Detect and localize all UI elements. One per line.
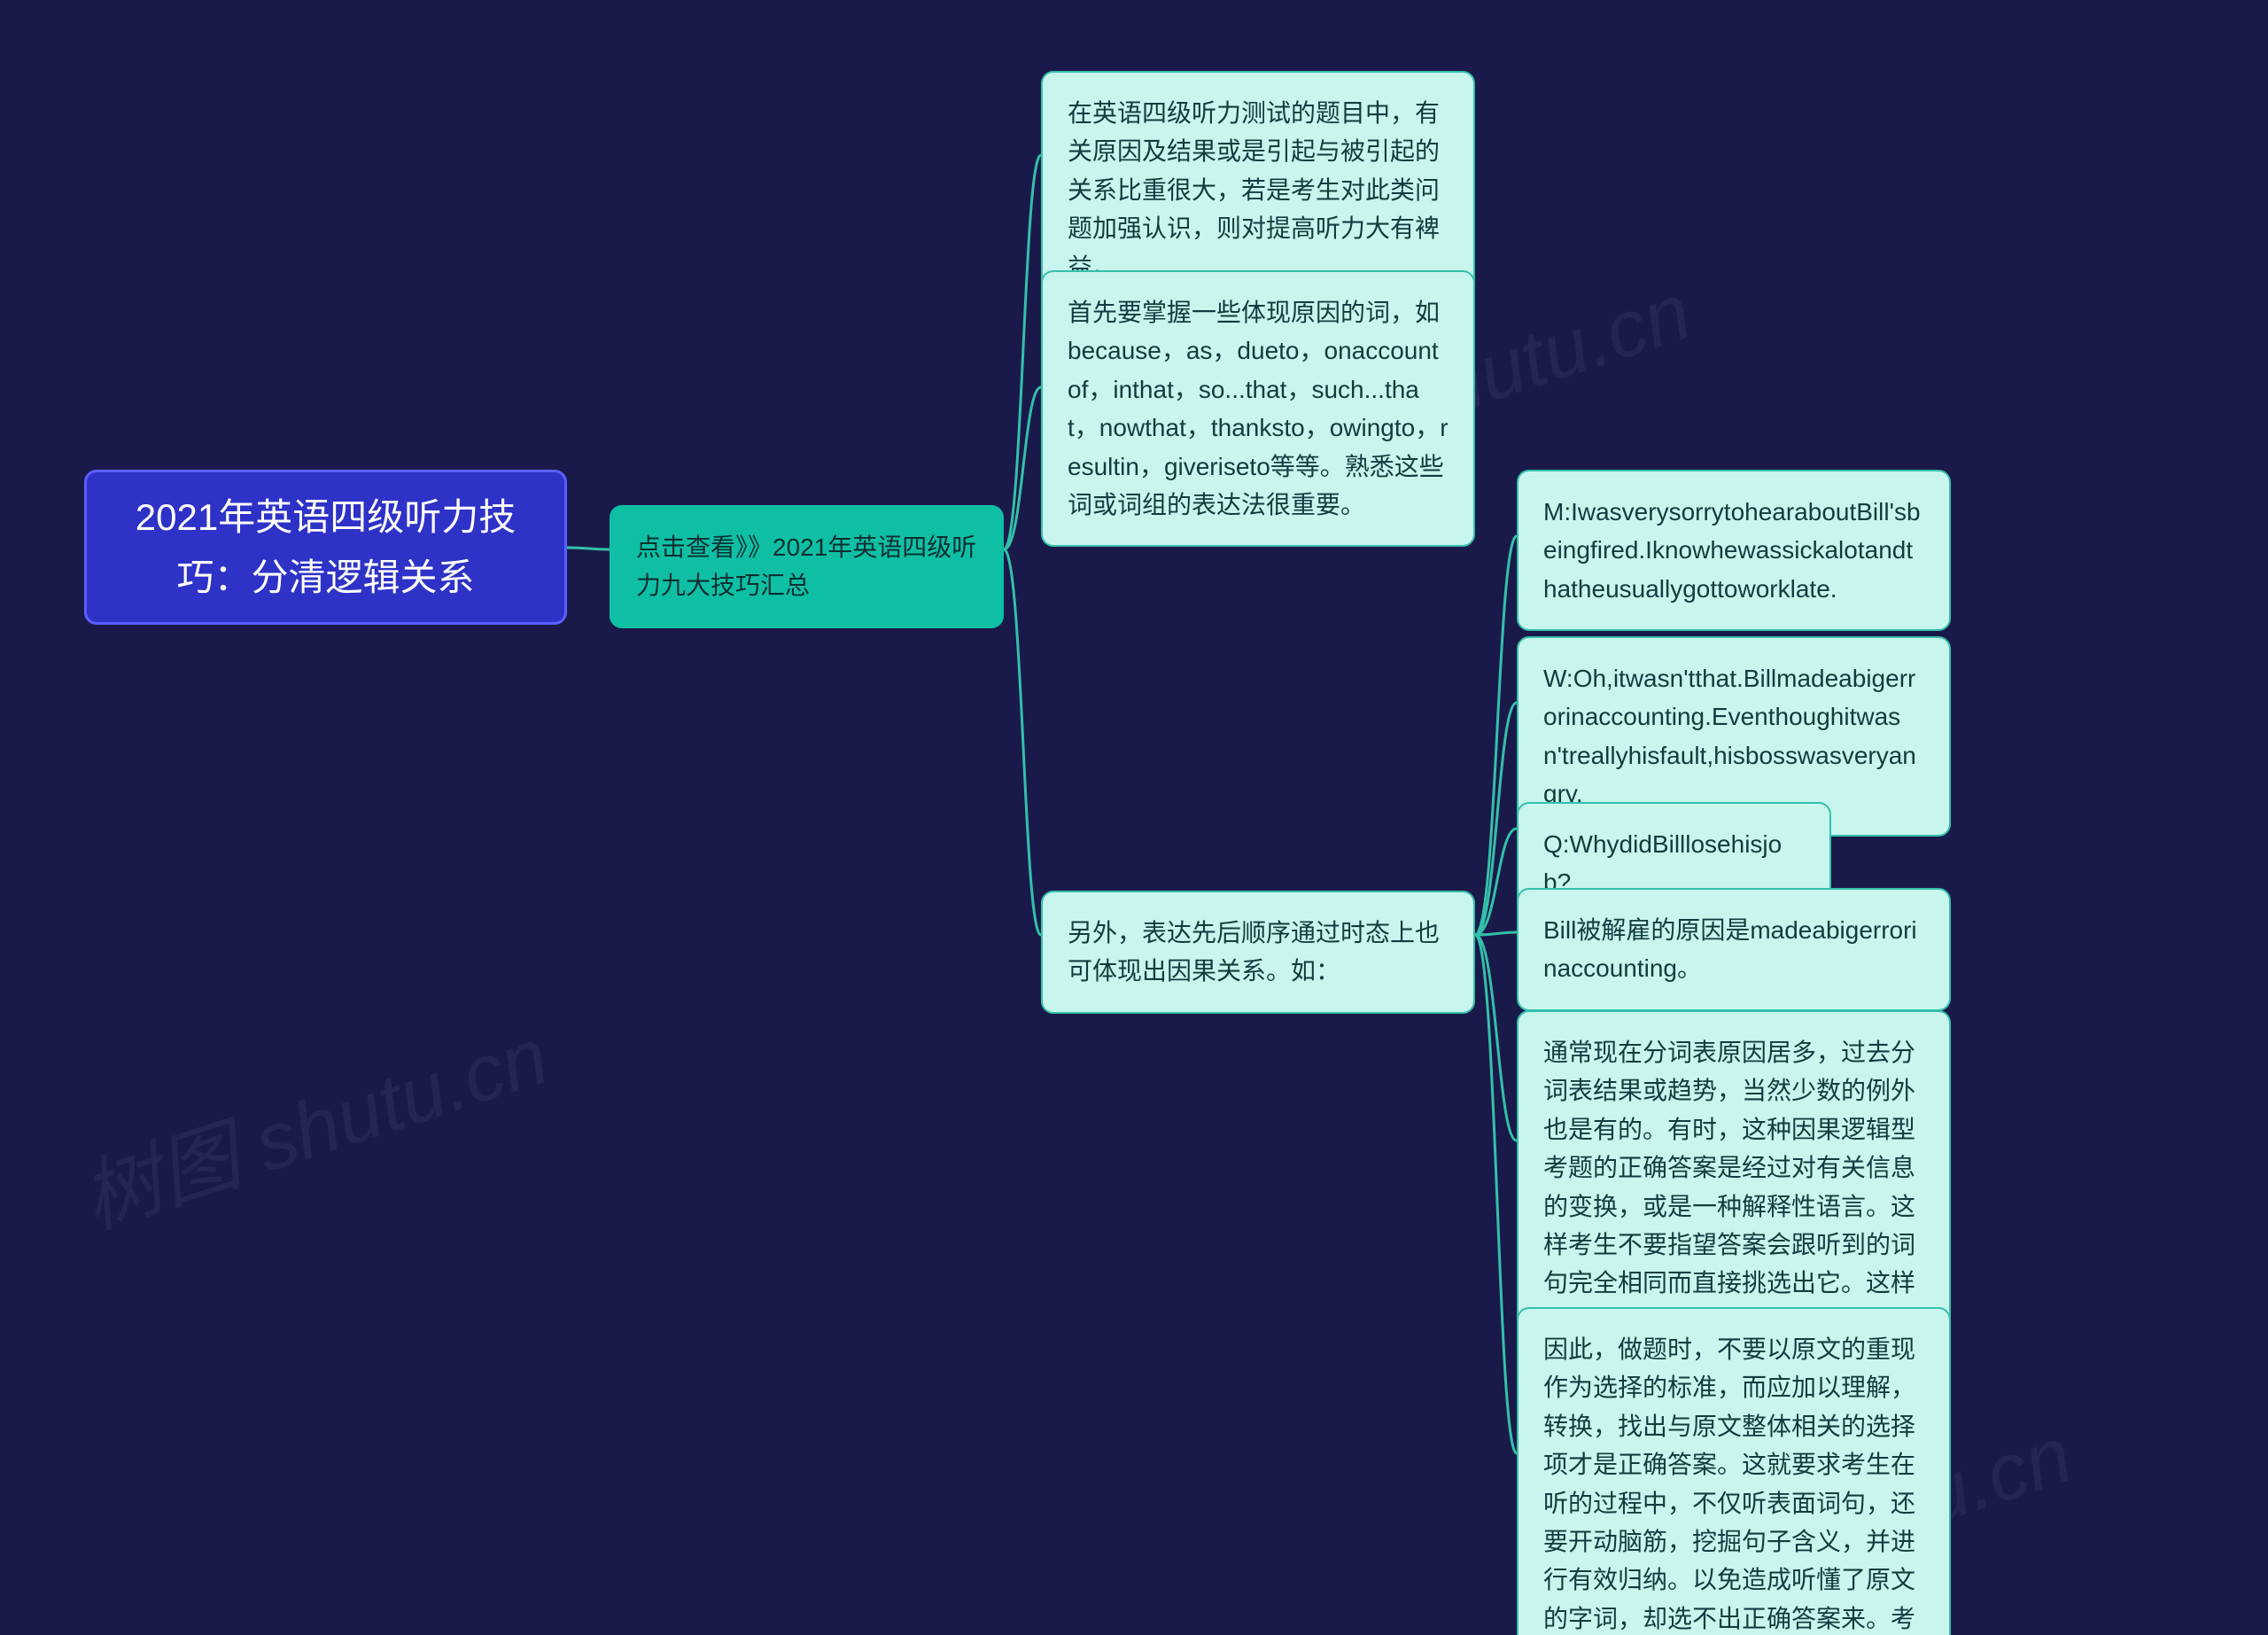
leaf-text: W:Oh,itwasn'tthat.Billmadeabigerrorinacc… xyxy=(1543,665,1916,807)
leaf-node[interactable]: M:IwasverysorrytohearaboutBill'sbeingfir… xyxy=(1517,470,1951,631)
mindmap-canvas: 树图 shutu.cn 树图 shutu.cn 树图 shutu.cn 2021… xyxy=(0,0,2268,1635)
root-node[interactable]: 2021年英语四级听力技巧：分清逻辑关系 xyxy=(84,470,567,625)
watermark: 树图 shutu.cn xyxy=(65,992,560,1250)
leaf-text: 因此，做题时，不要以原文的重现作为选择的标准，而应加以理解，转换，找出与原文整体… xyxy=(1543,1335,1915,1635)
leaf-node[interactable]: 另外，表达先后顺序通过时态上也可体现出因果关系。如： xyxy=(1041,891,1475,1014)
leaf-text: M:IwasverysorrytohearaboutBill'sbeingfir… xyxy=(1543,498,1921,603)
leaf-text: 在英语四级听力测试的题目中，有关原因及结果或是引起与被引起的关系比重很大，若是考… xyxy=(1068,99,1440,281)
leaf-node[interactable]: 因此，做题时，不要以原文的重现作为选择的标准，而应加以理解，转换，找出与原文整体… xyxy=(1517,1307,1951,1635)
leaf-node[interactable]: 首先要掌握一些体现原因的词，如because，as，dueto，onaccoun… xyxy=(1041,270,1475,547)
branch-label: 点击查看》》2021年英语四级听力九大技巧汇总 xyxy=(636,533,976,599)
leaf-text: 首先要掌握一些体现原因的词，如because，as，dueto，onaccoun… xyxy=(1068,299,1449,518)
leaf-text: 另外，表达先后顺序通过时态上也可体现出因果关系。如： xyxy=(1068,919,1440,985)
leaf-text: Bill被解雇的原因是madeabigerrorinaccounting。 xyxy=(1543,916,1917,982)
leaf-text: 通常现在分词表原因居多，过去分词表结果或趋势，当然少数的例外也是有的。有时，这种… xyxy=(1543,1039,1915,1335)
leaf-text: Q:WhydidBilllosehisjob? xyxy=(1543,830,1782,896)
branch-node-summary[interactable]: 点击查看》》2021年英语四级听力九大技巧汇总 xyxy=(610,505,1004,628)
leaf-node[interactable]: Bill被解雇的原因是madeabigerrorinaccounting。 xyxy=(1517,888,1951,1011)
root-label: 2021年英语四级听力技巧：分清逻辑关系 xyxy=(112,487,540,606)
